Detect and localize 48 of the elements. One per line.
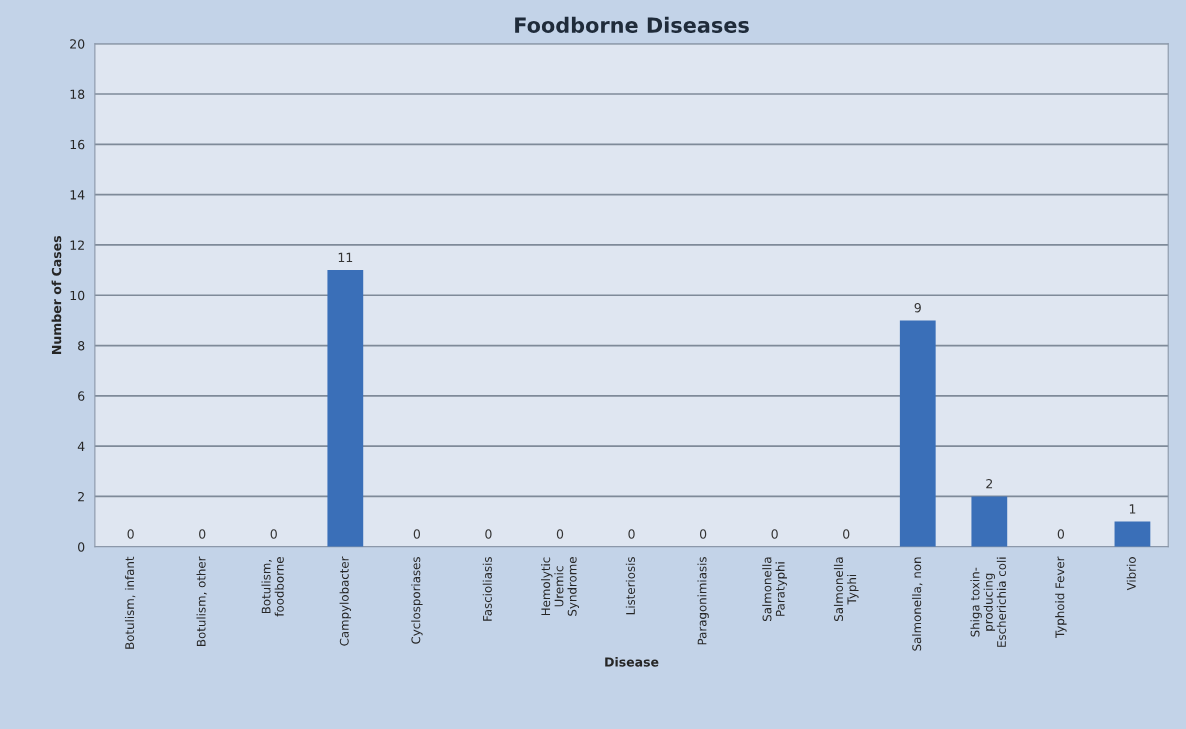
x-tick-label: Shiga toxin- producing Escherichia coli <box>970 557 1006 647</box>
data-label: 0 <box>556 529 564 539</box>
x-tick-label: Botulism, other <box>196 556 207 646</box>
data-label: 1 <box>1129 504 1136 514</box>
data-label: 2 <box>986 479 993 489</box>
x-tick-label: Cyclosporiases <box>411 557 423 644</box>
x-tick-label: Paragonimiasis <box>697 557 709 645</box>
y-tick-label: 10 <box>70 290 85 301</box>
bar <box>1114 521 1151 547</box>
x-tick-label: Botulism, foodborne <box>261 557 284 617</box>
x-axis-title: Disease <box>605 656 659 667</box>
bar <box>899 320 936 547</box>
x-tick-label: Botulism, infant <box>124 556 136 649</box>
data-label: 0 <box>270 529 277 539</box>
x-tick-label: Salmonella Paratyphi <box>762 557 787 621</box>
y-tick-label: 12 <box>70 240 84 250</box>
data-label: 0 <box>628 529 635 539</box>
y-tick-label: 2 <box>78 491 84 502</box>
y-tick-label: 18 <box>70 89 85 99</box>
y-tick-label: 4 <box>77 441 85 451</box>
y-tick-label: 16 <box>70 139 85 150</box>
chart-title: Foodborne Diseases <box>515 16 749 33</box>
x-tick-label: Fascioliasis <box>482 557 492 621</box>
y-axis-title: Number of Cases <box>51 236 62 354</box>
data-label: 0 <box>413 529 421 539</box>
data-label: 0 <box>127 529 134 539</box>
x-tick-label: Campylobacter <box>339 556 352 646</box>
x-tick-label: Salmonella Typhi <box>833 557 859 621</box>
x-tick-label: Hemolytic Uremic Syndrome <box>541 557 579 616</box>
data-label: 0 <box>1057 529 1065 539</box>
data-label: 0 <box>199 529 206 539</box>
y-tick-label: 20 <box>70 39 85 49</box>
bar <box>327 270 364 547</box>
x-tick-label: Listeriosis <box>625 557 635 615</box>
y-tick-label: 14 <box>70 190 85 200</box>
x-tick-label: Salmonella, non <box>912 557 923 651</box>
data-label: 0 <box>843 529 850 539</box>
data-label: 0 <box>699 529 707 539</box>
y-tick-label: 0 <box>78 542 85 552</box>
data-label: 11 <box>338 252 353 262</box>
y-tick-label: 8 <box>78 341 85 351</box>
x-tick-label: Vibrio <box>1126 557 1136 591</box>
data-label: 9 <box>914 302 921 313</box>
bar <box>971 496 1008 547</box>
data-label: 0 <box>771 529 778 539</box>
data-label: 0 <box>485 529 492 539</box>
y-tick-label: 6 <box>78 391 85 401</box>
x-tick-label: Typhoid Fever <box>1055 556 1067 639</box>
